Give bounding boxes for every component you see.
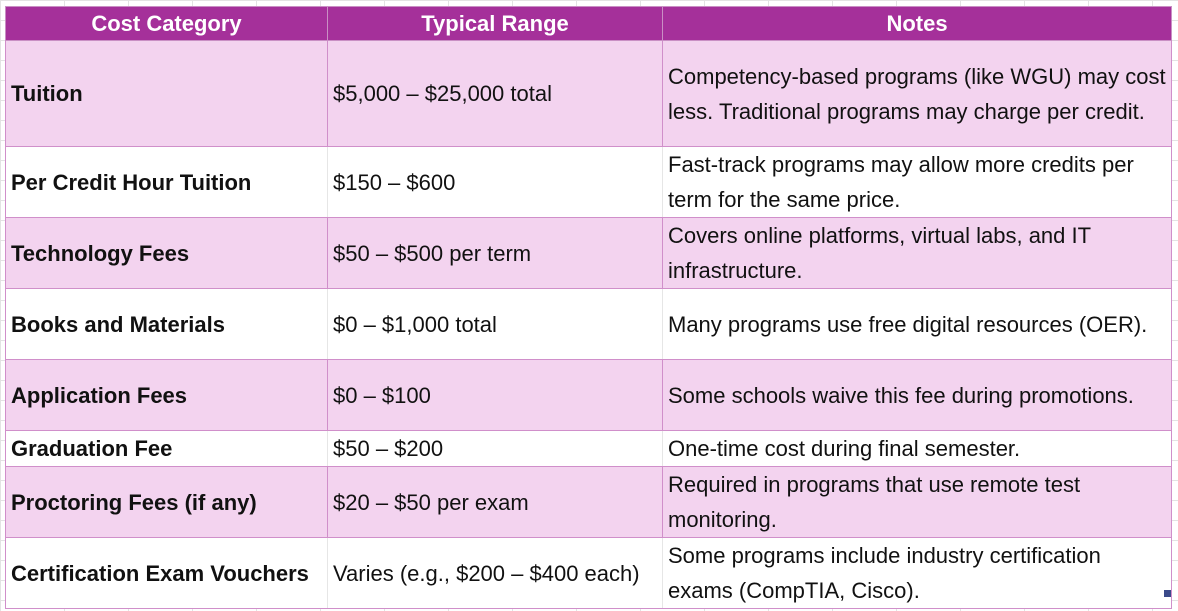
selection-fill-handle[interactable] bbox=[1164, 590, 1171, 597]
cell-category[interactable]: Tuition bbox=[5, 40, 328, 147]
table-row: Application Fees $0 – $100 Some schools … bbox=[5, 359, 1172, 431]
cell-notes[interactable]: Covers online platforms, virtual labs, a… bbox=[662, 217, 1172, 289]
cell-range[interactable]: $150 – $600 bbox=[327, 146, 663, 218]
cell-category[interactable]: Proctoring Fees (if any) bbox=[5, 466, 328, 538]
cost-table: Cost Category Typical Range Notes Tuitio… bbox=[5, 6, 1172, 609]
cell-notes[interactable]: Many programs use free digital resources… bbox=[662, 288, 1172, 360]
cell-category[interactable]: Application Fees bbox=[5, 359, 328, 431]
cell-category[interactable]: Graduation Fee bbox=[5, 430, 328, 467]
table-row: Certification Exam Vouchers Varies (e.g.… bbox=[5, 537, 1172, 609]
cell-range[interactable]: $0 – $1,000 total bbox=[327, 288, 663, 360]
header-cost-category[interactable]: Cost Category bbox=[5, 6, 328, 41]
cell-range[interactable]: $20 – $50 per exam bbox=[327, 466, 663, 538]
cell-notes[interactable]: Some schools waive this fee during promo… bbox=[662, 359, 1172, 431]
cell-range[interactable]: $50 – $500 per term bbox=[327, 217, 663, 289]
cell-notes[interactable]: Required in programs that use remote tes… bbox=[662, 466, 1172, 538]
cell-range[interactable]: $0 – $100 bbox=[327, 359, 663, 431]
table-row: Per Credit Hour Tuition $150 – $600 Fast… bbox=[5, 146, 1172, 218]
cell-category[interactable]: Books and Materials bbox=[5, 288, 328, 360]
cell-range[interactable]: Varies (e.g., $200 – $400 each) bbox=[327, 537, 663, 609]
table-row: Graduation Fee $50 – $200 One-time cost … bbox=[5, 430, 1172, 467]
table-row: Proctoring Fees (if any) $20 – $50 per e… bbox=[5, 466, 1172, 538]
table-row: Books and Materials $0 – $1,000 total Ma… bbox=[5, 288, 1172, 360]
cell-range[interactable]: $5,000 – $25,000 total bbox=[327, 40, 663, 147]
cell-notes[interactable]: Competency-based programs (like WGU) may… bbox=[662, 40, 1172, 147]
cell-category[interactable]: Technology Fees bbox=[5, 217, 328, 289]
header-row: Cost Category Typical Range Notes bbox=[5, 6, 1172, 41]
cell-category[interactable]: Certification Exam Vouchers bbox=[5, 537, 328, 609]
cell-notes[interactable]: One-time cost during final semester. bbox=[662, 430, 1172, 467]
cell-range[interactable]: $50 – $200 bbox=[327, 430, 663, 467]
cell-category[interactable]: Per Credit Hour Tuition bbox=[5, 146, 328, 218]
header-notes[interactable]: Notes bbox=[662, 6, 1172, 41]
header-typical-range[interactable]: Typical Range bbox=[327, 6, 663, 41]
table-row: Tuition $5,000 – $25,000 total Competenc… bbox=[5, 40, 1172, 147]
cell-notes[interactable]: Fast-track programs may allow more credi… bbox=[662, 146, 1172, 218]
table-row: Technology Fees $50 – $500 per term Cove… bbox=[5, 217, 1172, 289]
cell-notes[interactable]: Some programs include industry certifica… bbox=[662, 537, 1172, 609]
